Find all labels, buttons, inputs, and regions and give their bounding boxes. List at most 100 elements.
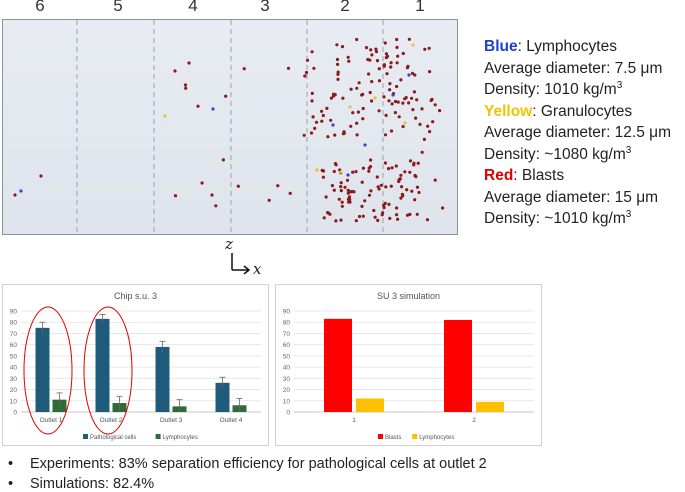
particle: [428, 70, 432, 74]
axes-icon: z x: [224, 235, 274, 278]
particle: [410, 189, 414, 193]
particle: [367, 169, 371, 173]
particle: [367, 72, 371, 76]
y-tick-label: 0: [13, 410, 17, 417]
y-tick-label: 70: [10, 331, 18, 338]
particle: [354, 219, 358, 223]
particle: [19, 189, 23, 193]
particle: [395, 37, 399, 42]
particle: [385, 72, 389, 76]
particle: [382, 95, 386, 99]
particle: [394, 164, 398, 168]
y-tick-label: 20: [283, 387, 291, 394]
particle: [334, 219, 338, 223]
particle: [286, 66, 291, 70]
legend-text: Average diameter: 15 μm: [484, 188, 659, 206]
particle: [329, 118, 333, 122]
particle: [324, 195, 328, 199]
legend-sup: 3: [625, 208, 632, 220]
particle: [384, 185, 388, 189]
particle: [334, 163, 338, 167]
bar: [155, 346, 170, 412]
particle: [342, 130, 346, 134]
legend-sup: 3: [625, 144, 632, 156]
particle: [367, 193, 372, 197]
particle: [361, 117, 365, 121]
particle: [339, 189, 343, 193]
particle: [413, 73, 417, 77]
particle: [395, 84, 399, 89]
particle: [39, 174, 43, 178]
y-tick-label: 10: [10, 398, 18, 405]
particle: [163, 114, 167, 118]
particle: [305, 58, 310, 62]
particle: [200, 181, 204, 185]
particle: [433, 103, 437, 107]
particle: [374, 50, 379, 54]
legend-line-granulocytes: Yellow: Granulocytes: [484, 101, 671, 123]
particle: [377, 109, 381, 113]
particle: [425, 218, 430, 222]
particle: [331, 123, 335, 127]
y-tick-label: 80: [283, 320, 291, 327]
y-tick-label: 60: [10, 342, 18, 349]
particle: [339, 170, 343, 174]
particle: [183, 83, 188, 87]
particle: [404, 96, 408, 100]
y-tick-label: 30: [283, 376, 291, 383]
particle: [346, 188, 350, 192]
particle: [431, 120, 435, 124]
legend-sup: 3: [616, 79, 623, 91]
particle: [403, 121, 407, 125]
particle-field: [13, 20, 445, 234]
legend-line-lymphocytes: Blue: Lymphocytes: [484, 36, 671, 58]
bar: [476, 401, 504, 412]
particle: [441, 206, 445, 210]
particle: [349, 87, 353, 91]
particle: [420, 150, 424, 154]
simulation-channel: [2, 19, 458, 235]
particle: [395, 45, 399, 49]
particle: [412, 90, 416, 94]
particle: [360, 180, 364, 184]
z-axis-label: z: [225, 235, 233, 253]
y-tick-label: 50: [283, 353, 291, 360]
particle: [401, 101, 405, 105]
particle: [395, 61, 399, 65]
particle: [384, 113, 388, 117]
particle: [361, 166, 365, 170]
particle: [388, 88, 392, 92]
particle: [407, 101, 411, 105]
particle: [369, 189, 373, 193]
particle: [304, 70, 309, 75]
particle: [314, 120, 319, 124]
particle: [375, 175, 379, 179]
particle: [351, 111, 355, 115]
particle: [388, 216, 392, 220]
particle: [187, 61, 191, 65]
particle: [389, 61, 393, 65]
particle: [173, 69, 177, 73]
particle: [335, 57, 340, 62]
particle: [411, 43, 415, 47]
particle: [393, 111, 397, 115]
particle: [391, 93, 395, 97]
particle: [423, 47, 427, 51]
particle: [417, 190, 421, 195]
y-tick-label: 80: [10, 320, 18, 327]
particle: [373, 215, 377, 219]
chart-simulation: 0 10 20 30 40 50 60 70 80 90 1 2 Blasts Lymphocytes: [283, 309, 534, 441]
particle: [13, 193, 17, 197]
legend-swatch: [378, 434, 383, 439]
particle: [388, 82, 392, 86]
chart-experiments: 0 10 20 30 40 50 60 70 80 90 Outlet 1 Outlet 2 Outle…: [10, 306, 261, 441]
y-tick-label: 10: [283, 398, 291, 405]
particle: [267, 198, 271, 202]
particle: [320, 109, 324, 113]
particle: [395, 213, 399, 217]
x-tick-label: 1: [352, 417, 356, 424]
particle: [397, 115, 401, 119]
particle: [173, 194, 178, 198]
legend-text: Average diameter: 12.5 μm: [484, 124, 671, 141]
particle: [411, 108, 415, 112]
